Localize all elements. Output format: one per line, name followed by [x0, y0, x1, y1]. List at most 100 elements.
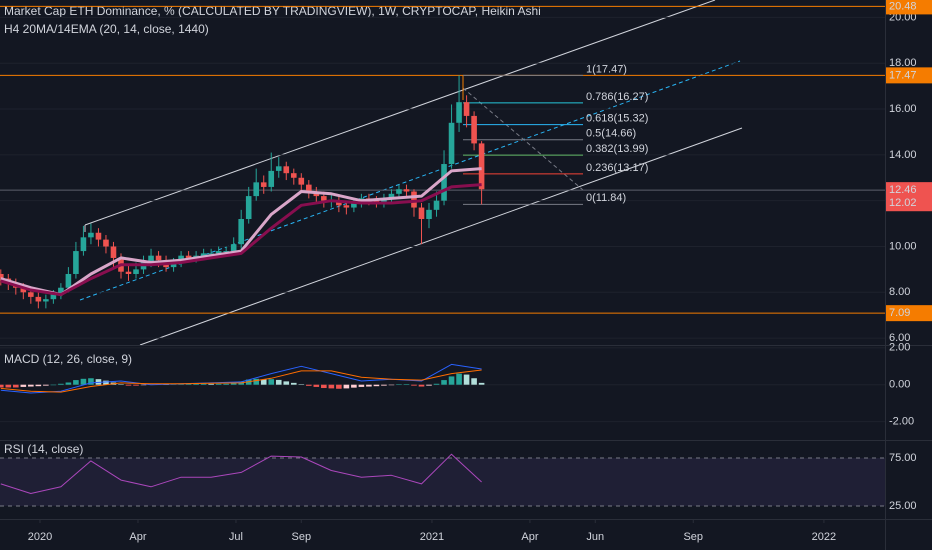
histogram-bar: [351, 384, 357, 388]
histogram-bar: [343, 384, 350, 389]
indicator-title: RSI (14, close): [4, 442, 83, 456]
candle-body: [208, 253, 214, 255]
candle-body: [43, 299, 49, 302]
histogram-bar: [125, 384, 132, 386]
candle-body: [238, 219, 244, 245]
histogram-bar: [133, 384, 139, 386]
x-tick-label: Sep: [292, 531, 312, 543]
candle-body: [336, 200, 342, 206]
candle-body: [441, 164, 447, 201]
drawings: [79, 0, 743, 346]
candle-body: [133, 269, 139, 274]
prior-price-label: 12.02: [889, 197, 917, 209]
histogram-bar: [463, 374, 470, 385]
histogram-bar: [441, 380, 447, 385]
channel-upper: [84, 0, 716, 226]
candle-body: [411, 191, 417, 208]
candle-body: [28, 292, 34, 297]
rsi-band: [0, 458, 885, 507]
candle-body: [95, 232, 102, 240]
histogram-bar: [58, 383, 64, 385]
candle-body: [20, 287, 27, 293]
histogram-bar: [396, 384, 402, 385]
histogram-bar: [73, 380, 79, 385]
histogram-bar: [411, 384, 417, 386]
histogram-bar: [88, 378, 94, 385]
y-tick-label: 25.00: [889, 500, 917, 512]
candle-body: [306, 184, 312, 192]
candle-body: [343, 205, 350, 208]
histogram-bar: [185, 383, 192, 385]
candle-body: [230, 244, 237, 252]
candle-body: [253, 182, 260, 197]
x-tick-label: 2022: [812, 531, 836, 543]
candle-body: [103, 239, 109, 247]
candle-body: [58, 287, 64, 295]
candle-body: [448, 122, 455, 165]
fib-label: 0.618(15.32): [586, 113, 648, 125]
histogram-bar: [5, 384, 12, 388]
histogram-bar: [275, 379, 282, 385]
candle-body: [388, 193, 395, 199]
candle-body: [73, 251, 79, 274]
histogram-bar: [306, 384, 312, 386]
histogram-bar: [0, 384, 4, 388]
x-tick-label: Jul: [229, 531, 243, 543]
candle-body: [268, 170, 275, 187]
channel-lower: [139, 127, 743, 346]
y-tick-label: 6.00: [889, 332, 910, 344]
histogram-bar: [388, 384, 395, 386]
histogram-bar: [268, 379, 275, 385]
candle-body: [170, 262, 177, 268]
histogram-bar: [200, 383, 207, 385]
histogram-bar: [43, 384, 49, 386]
histogram-bar: [253, 378, 260, 385]
y-tick-label: 8.00: [889, 286, 910, 298]
y-tick-label: 0.00: [889, 379, 910, 391]
histogram-bar: [50, 384, 57, 386]
fib-label: 0.382(13.99): [586, 143, 648, 155]
histogram-bar: [208, 383, 214, 385]
histogram-bar: [35, 384, 42, 387]
histogram-bar: [478, 382, 485, 385]
level-tag: [886, 0, 932, 15]
x-tick-label: Apr: [521, 531, 538, 543]
histogram-bar: [298, 384, 305, 385]
histogram-bar: [230, 383, 237, 385]
histogram-bar: [426, 384, 432, 386]
level-label: 17.47: [889, 69, 917, 81]
candle-body: [275, 166, 282, 171]
candle-body: [80, 237, 87, 252]
candle-body: [283, 166, 290, 174]
histogram-bar: [118, 384, 124, 385]
candle-body: [463, 102, 470, 116]
y-tick-label: 16.00: [889, 103, 917, 115]
histogram-bar: [283, 381, 290, 385]
candle-body: [88, 232, 94, 238]
histogram-bar: [366, 384, 372, 387]
histogram-bar: [20, 384, 27, 387]
histogram-bar: [223, 383, 229, 385]
histogram-bar: [403, 384, 410, 385]
histogram-bar: [313, 384, 320, 387]
histogram-bar: [215, 383, 222, 385]
candle-body: [125, 271, 132, 274]
x-tick-label: Apr: [129, 531, 146, 543]
candle-body: [110, 246, 117, 258]
channel-middle: [79, 60, 741, 301]
candle-body: [298, 177, 305, 185]
candle-body: [148, 255, 154, 263]
candle-body: [245, 196, 252, 220]
level-label: 7.09: [889, 307, 910, 319]
candle-body: [403, 189, 410, 192]
level-label: 20.48: [889, 0, 917, 12]
histogram-bar: [13, 384, 19, 388]
histogram-bar: [328, 384, 335, 389]
candle-body: [433, 200, 440, 210]
fib-trend: [462, 87, 584, 191]
histogram-bar: [373, 384, 380, 387]
y-tick-label: 10.00: [889, 240, 917, 252]
histogram-bar: [65, 382, 72, 385]
x-tick-label: Jun: [586, 531, 604, 543]
candle-body: [223, 251, 229, 253]
